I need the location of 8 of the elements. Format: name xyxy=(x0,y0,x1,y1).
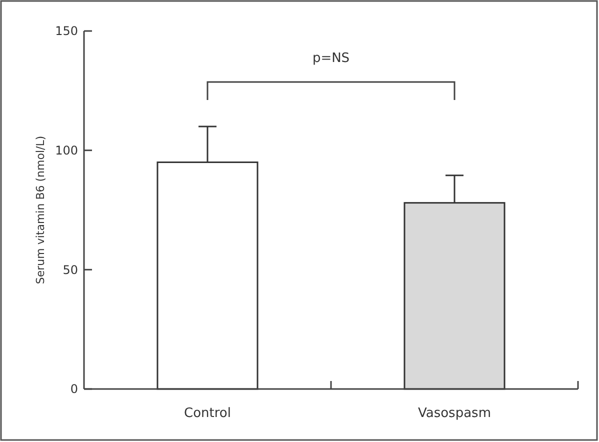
y-tick-label: 50 xyxy=(62,262,78,277)
annotation: p=NS xyxy=(312,51,350,66)
y-tick-label: 150 xyxy=(55,24,78,38)
x-tick-label: Vasospasm xyxy=(418,406,492,421)
y-axis-title: Serum vitamin B6 (nmol/L) xyxy=(34,136,47,284)
y-tick-label: 100 xyxy=(55,144,78,158)
y-tick-label: 0 xyxy=(70,382,78,396)
x-tick-label: Control xyxy=(184,406,231,421)
